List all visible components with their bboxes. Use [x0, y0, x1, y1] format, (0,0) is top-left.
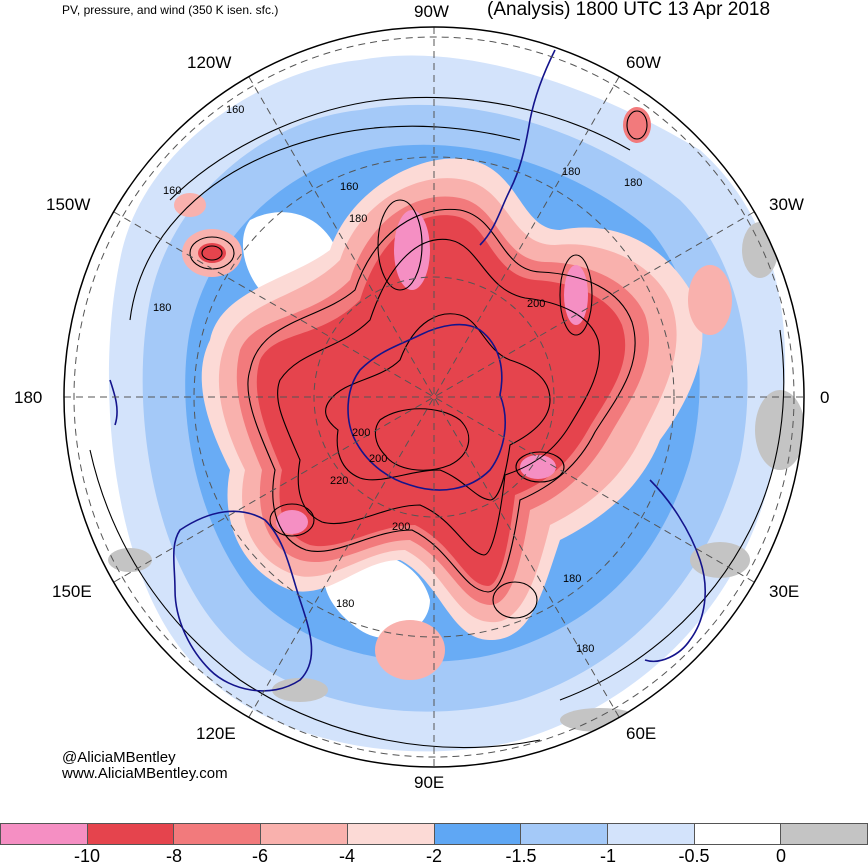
graticule	[64, 27, 804, 767]
contour-label: 160	[226, 104, 244, 116]
colorbar-tick: 0	[775, 846, 787, 866]
map-title: (Analysis) 1800 UTC 13 Apr 2018	[487, 0, 771, 20]
meridian-line	[248, 76, 620, 718]
contour-label: 160	[340, 181, 358, 193]
lon-label-60e: 60E	[626, 724, 657, 743]
map-field	[64, 27, 804, 767]
lon-label-90e: 90E	[414, 773, 445, 792]
pv-pink-core	[276, 510, 308, 534]
contour-label: 180	[349, 213, 367, 225]
lon-label-90w: 90W	[414, 2, 449, 21]
contour-label: 180	[336, 598, 354, 610]
pv-grey-area	[742, 222, 778, 278]
pv-blob	[623, 107, 651, 143]
meridian-line	[113, 211, 755, 583]
pressure-contour	[626, 110, 648, 140]
credit-handle: @AliciaMBentley	[62, 749, 176, 766]
lon-label-150e: 150E	[52, 582, 92, 601]
contour-label: 200	[527, 298, 545, 310]
africa-coast	[644, 479, 706, 662]
contour-label: 200	[369, 453, 387, 465]
colorbar-segment	[347, 823, 435, 845]
colorbar-tick: -1	[599, 846, 617, 866]
pressure-contour	[89, 449, 541, 748]
latitude-circle	[193, 156, 675, 638]
meridian-line	[248, 76, 620, 718]
contour-label: 180	[562, 166, 580, 178]
map-border	[63, 26, 805, 768]
contour-label: 200	[352, 427, 370, 439]
lon-label-0: 0	[820, 388, 830, 407]
contour-label: 220	[330, 475, 348, 487]
colorbar-tick: -2	[425, 846, 443, 866]
pressure-contour	[559, 329, 785, 701]
pv-blob	[688, 265, 732, 335]
colorbar-segment	[781, 823, 868, 845]
colorbar-tick: -1.5	[505, 846, 537, 866]
pv-pink-core	[520, 455, 556, 479]
pv-grey-area	[690, 542, 750, 578]
pressure-contour	[515, 451, 565, 483]
antarctica-coast	[347, 323, 506, 491]
contour-label: 180	[624, 177, 642, 189]
pv-pink-core	[564, 265, 588, 325]
colorbar-segment	[434, 823, 522, 845]
colorbar-segment	[607, 823, 695, 845]
pressure-contour	[129, 125, 521, 321]
south-america-coast	[479, 49, 556, 246]
pressure-contour	[559, 254, 593, 336]
pv-grey-area	[108, 548, 152, 572]
pressure-contour	[201, 245, 223, 261]
contour-labels: 160 160 180 160 180 180 180 200 200 200 …	[153, 104, 642, 655]
colorbar-tick: -10	[73, 846, 101, 866]
pressure-contour	[169, 96, 631, 201]
contour-label: 180	[153, 302, 171, 314]
pv-grey-area	[272, 678, 328, 702]
lon-label-120e: 120E	[196, 724, 236, 743]
contour-label: 200	[392, 521, 410, 533]
polar-map: 160 160 180 160 180 180 180 200 200 200 …	[63, 26, 805, 768]
lon-label-180: 180	[14, 388, 43, 407]
new-zealand-coast	[109, 379, 118, 426]
latitude-circle	[73, 36, 795, 758]
pressure-contour	[377, 199, 423, 291]
lon-label-120w: 120W	[187, 53, 232, 72]
colorbar-segment	[521, 823, 608, 845]
pressure-contour	[374, 408, 470, 471]
colorbar-segment	[261, 823, 348, 845]
colorbar	[0, 823, 868, 845]
colorbar-segment	[87, 823, 175, 845]
pressure-contour	[247, 208, 636, 593]
pv-blob	[375, 620, 445, 680]
colorbar-tick: -6	[251, 846, 269, 866]
colorbar-tick: -8	[165, 846, 183, 866]
latitude-circle	[313, 276, 555, 518]
colorbar-segment	[694, 823, 782, 845]
pressure-contour	[277, 238, 600, 556]
map-subtitle: PV, pressure, and wind (350 K isen. sfc.…	[62, 3, 279, 17]
contour-label: 180	[563, 573, 581, 585]
colorbar-segment	[174, 823, 262, 845]
lon-label-60w: 60W	[626, 53, 661, 72]
meridian-line	[113, 211, 755, 583]
australia-coast	[172, 510, 313, 692]
coastlines	[109, 49, 706, 692]
pressure-contour	[269, 503, 315, 537]
pressure-contour	[325, 313, 551, 501]
pressure-contour	[492, 581, 538, 619]
contour-label: 180	[576, 643, 594, 655]
lon-label-30e: 30E	[769, 582, 800, 601]
lon-label-30w: 30W	[769, 195, 804, 214]
colorbar-tick: -0.5	[678, 846, 710, 866]
lon-label-150w: 150W	[46, 195, 91, 214]
credit-website: www.AliciaMBentley.com	[62, 765, 228, 782]
colorbar-segment	[0, 823, 88, 845]
colorbar-tick: -4	[338, 846, 356, 866]
contour-label: 160	[163, 185, 181, 197]
